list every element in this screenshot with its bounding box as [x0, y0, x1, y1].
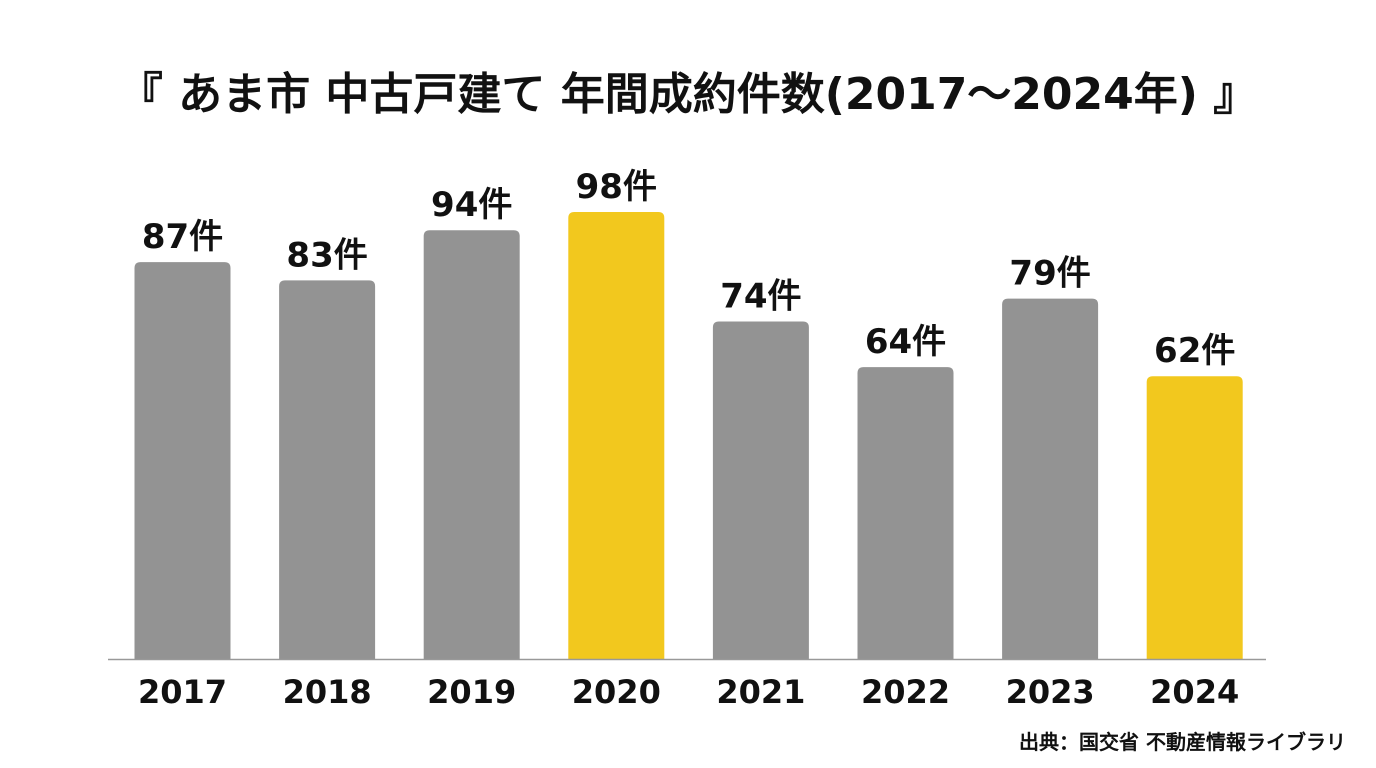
x-tick-labels-layer: 2017 2018 2019 2020 2021 2022 2023 2024 — [138, 673, 1239, 711]
bar-2021 — [713, 321, 809, 659]
x-tick-label-2021: 2021 — [716, 673, 805, 711]
bar-2020 — [568, 212, 664, 659]
data-label-2024: 62件 — [1154, 331, 1235, 371]
data-label-2022: 64件 — [865, 322, 946, 362]
x-tick-label-2022: 2022 — [861, 673, 950, 711]
bar-2018 — [279, 280, 375, 659]
x-tick-label-2023: 2023 — [1006, 673, 1095, 711]
data-label-2018: 83件 — [286, 235, 367, 275]
bar-2023 — [1002, 299, 1098, 659]
x-tick-label-2024: 2024 — [1150, 673, 1239, 711]
bar-2019 — [424, 230, 520, 659]
bar-2024 — [1147, 376, 1243, 659]
data-label-2021: 74件 — [720, 276, 801, 316]
data-label-2020: 98件 — [576, 167, 657, 207]
x-tick-label-2018: 2018 — [283, 673, 372, 711]
bar-2022 — [858, 367, 954, 659]
data-label-2023: 79件 — [1009, 254, 1090, 294]
x-tick-label-2017: 2017 — [138, 673, 227, 711]
x-tick-label-2019: 2019 — [427, 673, 516, 711]
x-tick-label-2020: 2020 — [572, 673, 661, 711]
data-label-2017: 87件 — [142, 217, 223, 257]
bar-2017 — [135, 262, 231, 659]
source-note: 出典：国交省 不動産情報ライブラリ — [1019, 726, 1346, 755]
data-label-2019: 94件 — [431, 185, 512, 225]
